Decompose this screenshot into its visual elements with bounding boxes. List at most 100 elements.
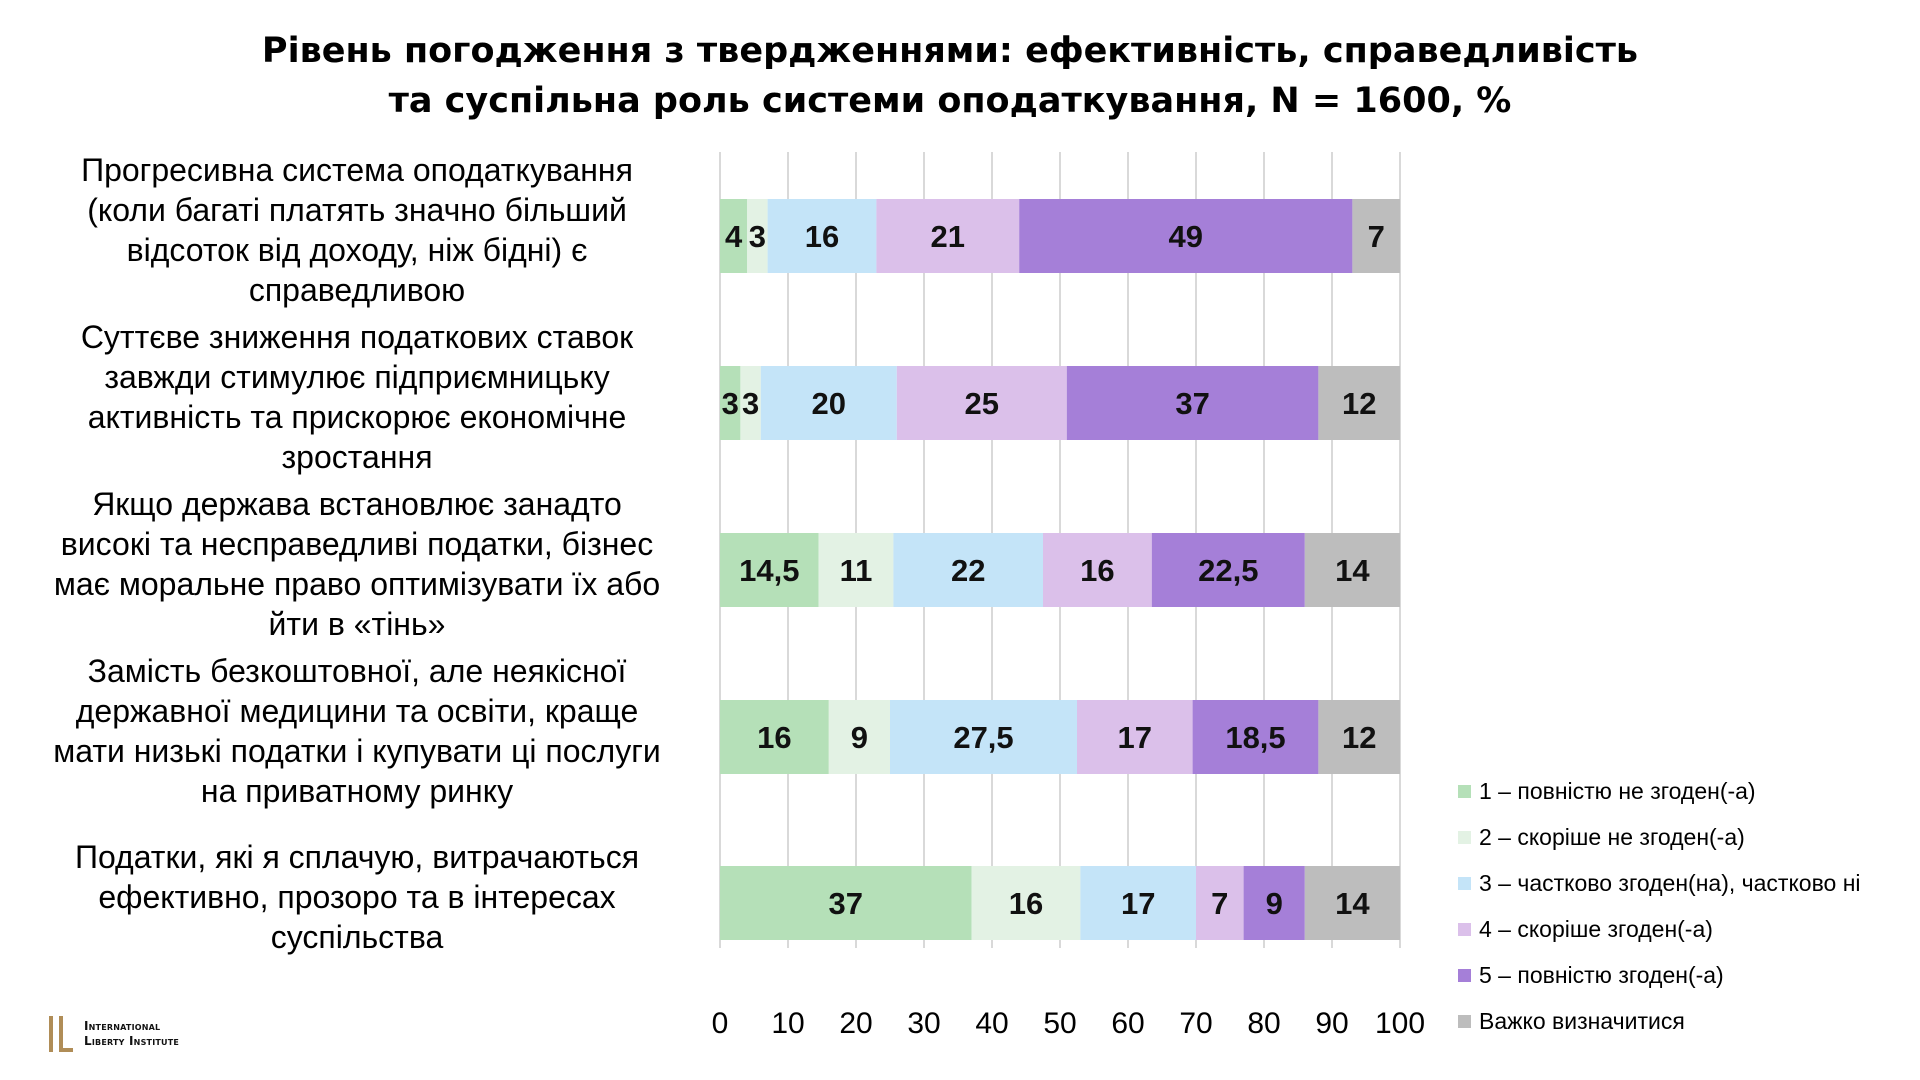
category-label-line: ефективно, прозоро та в інтересах bbox=[98, 879, 616, 915]
data-label: 21 bbox=[931, 219, 965, 254]
x-tick-label: 0 bbox=[712, 1007, 729, 1040]
chart-title-line-2: та суспільна роль системи оподаткування,… bbox=[388, 81, 1512, 121]
data-label: 22,5 bbox=[1198, 553, 1258, 588]
bar-segment bbox=[720, 533, 819, 607]
data-label: 4 bbox=[725, 219, 743, 254]
legend-item: 4 – скоріше згоден(-а) bbox=[1458, 906, 1861, 952]
x-tick-label: 80 bbox=[1247, 1007, 1280, 1040]
x-tick-label: 100 bbox=[1375, 1007, 1425, 1040]
category-label-line: Якщо держава встановлює занадто bbox=[92, 486, 622, 522]
x-tick-label: 40 bbox=[975, 1007, 1008, 1040]
category-label-line: справедливою bbox=[248, 272, 466, 308]
bar-segment bbox=[896, 366, 1067, 440]
bar-segment bbox=[740, 366, 761, 440]
category-label: Податки, які я сплачую, витрачаються ефек… bbox=[22, 837, 692, 957]
legend-label: 3 – частково згоден(на), частково ні bbox=[1479, 869, 1861, 896]
category-label-line: завжди стимулює підприємницьку bbox=[104, 359, 610, 395]
logo-text-line-2: Liberty Institute bbox=[84, 1034, 180, 1048]
legend-item: 1 – повністю не згоден(-а) bbox=[1458, 768, 1861, 814]
x-tick-label: 60 bbox=[1111, 1007, 1144, 1040]
chart-title: Рівень погодження з твердженнями: ефекти… bbox=[0, 26, 1900, 126]
bar-segment bbox=[747, 199, 768, 273]
x-tick-label: 10 bbox=[771, 1007, 804, 1040]
data-label: 25 bbox=[965, 386, 999, 421]
bar-segment bbox=[720, 866, 972, 940]
legend-swatch bbox=[1458, 876, 1471, 890]
category-label-line: Прогресивна система оподаткування bbox=[81, 152, 633, 188]
chart-legend: 1 – повністю не згоден(-а) 2 – скоріше не… bbox=[1458, 768, 1861, 1044]
bar-segment bbox=[1192, 700, 1319, 774]
bar-segment bbox=[828, 700, 890, 774]
bar-segment bbox=[720, 700, 829, 774]
data-label: 9 bbox=[851, 720, 868, 755]
data-label: 20 bbox=[812, 386, 846, 421]
category-label-line: суспільства bbox=[270, 919, 444, 955]
data-label: 14,5 bbox=[739, 553, 799, 588]
category-label-line: Податки, які я сплачую, витрачаються bbox=[74, 839, 640, 875]
x-tick-label: 70 bbox=[1179, 1007, 1212, 1040]
data-label: 3 bbox=[749, 219, 766, 254]
bar-segment bbox=[1352, 199, 1400, 273]
bar-segment bbox=[1304, 866, 1400, 940]
data-label: 27,5 bbox=[953, 720, 1013, 755]
category-label-line: відсоток від доходу, ніж бідні) є bbox=[126, 232, 588, 268]
bar-segment bbox=[760, 366, 897, 440]
bar-segment bbox=[1196, 866, 1244, 940]
data-label: 22 bbox=[951, 553, 985, 588]
category-label-line: державної медицини та освіти, краще bbox=[75, 693, 639, 729]
legend-item: 2 – скоріше не згоден(-а) bbox=[1458, 814, 1861, 860]
bar-segment bbox=[1318, 366, 1400, 440]
data-label: 3 bbox=[722, 386, 739, 421]
bar-segment bbox=[971, 866, 1081, 940]
bar-segment bbox=[1304, 533, 1400, 607]
legend-swatch bbox=[1458, 830, 1471, 844]
data-label: 11 bbox=[840, 553, 873, 588]
bar-segment bbox=[1077, 700, 1193, 774]
data-label: 18,5 bbox=[1225, 720, 1285, 755]
legend-swatch bbox=[1458, 784, 1471, 798]
x-tick-label: 30 bbox=[907, 1007, 940, 1040]
data-label: 7 bbox=[1211, 886, 1228, 921]
bar-segment bbox=[1151, 533, 1305, 607]
data-label: 16 bbox=[757, 720, 791, 755]
data-label: 9 bbox=[1266, 886, 1283, 921]
bar-segment bbox=[890, 700, 1077, 774]
logo-mark-icon bbox=[49, 1016, 73, 1052]
category-label-line: активність та прискорює економічне bbox=[87, 399, 627, 435]
legend-item: Важко визначитися bbox=[1458, 998, 1861, 1044]
bar-segment bbox=[1043, 533, 1152, 607]
data-label: 16 bbox=[1080, 553, 1114, 588]
data-label: 7 bbox=[1368, 219, 1385, 254]
bar-segment bbox=[720, 199, 748, 273]
category-label-line: зростання bbox=[281, 439, 433, 475]
data-label: 12 bbox=[1342, 720, 1376, 755]
category-label: Якщо держава встановлює занадто високі та… bbox=[22, 484, 692, 644]
data-label: 37 bbox=[829, 886, 863, 921]
category-label-line: (коли багаті платять значно більший bbox=[87, 192, 627, 228]
data-label: 37 bbox=[1175, 386, 1209, 421]
legend-item: 5 – повністю згоден(-а) bbox=[1458, 952, 1861, 998]
bar-segment bbox=[1019, 199, 1353, 273]
category-label: Суттєве зниження податкових ставок завжди… bbox=[22, 317, 692, 477]
bar-segment bbox=[1318, 700, 1400, 774]
category-label-line: Суттєве зниження податкових ставок bbox=[80, 319, 634, 355]
data-label: 14 bbox=[1335, 553, 1370, 588]
bar-segment bbox=[720, 366, 741, 440]
x-tick-label: 20 bbox=[839, 1007, 872, 1040]
data-label: 16 bbox=[805, 219, 839, 254]
institute-logo: International Liberty Institute bbox=[48, 1014, 179, 1054]
data-label: 17 bbox=[1121, 886, 1155, 921]
legend-label: 4 – скоріше згоден(-а) bbox=[1479, 915, 1713, 942]
bar-segment bbox=[767, 199, 877, 273]
legend-item: 3 – частково згоден(на), частково ні bbox=[1458, 860, 1861, 906]
legend-label: 1 – повністю не згоден(-а) bbox=[1479, 777, 1756, 804]
bar-segment bbox=[818, 533, 894, 607]
data-label: 14 bbox=[1335, 886, 1370, 921]
bar-segment bbox=[893, 533, 1043, 607]
x-tick-label: 50 bbox=[1043, 1007, 1076, 1040]
data-label: 17 bbox=[1118, 720, 1152, 755]
category-label: Замість безкоштовної, але неякісної держа… bbox=[22, 651, 692, 811]
legend-label: 2 – скоріше не згоден(-а) bbox=[1479, 823, 1745, 850]
category-label-line: йти в «тінь» bbox=[268, 606, 446, 642]
